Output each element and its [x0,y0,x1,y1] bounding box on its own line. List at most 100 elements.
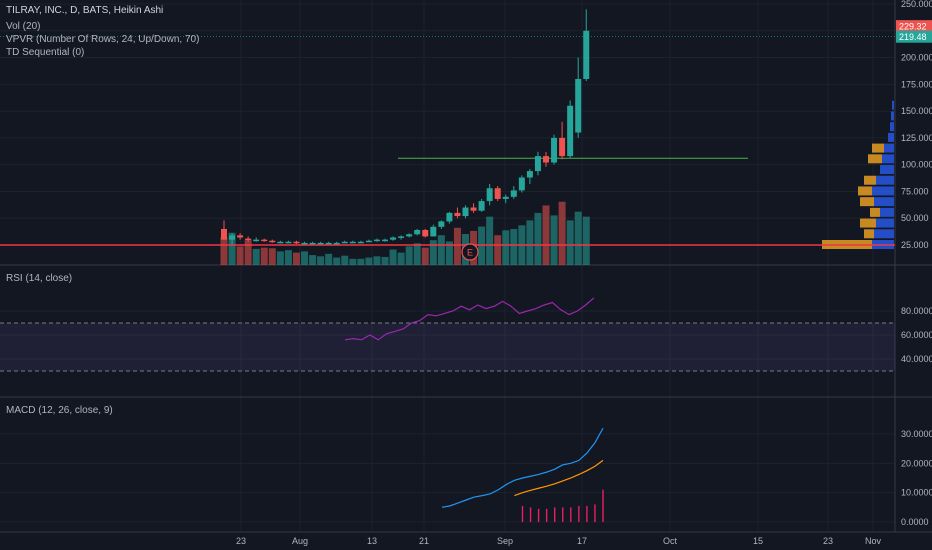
volume-profile-up [890,122,894,132]
price-badge-label: 229.32 [899,22,927,32]
rsi-legend: RSI (14, close) [6,273,72,284]
candle-body[interactable] [293,241,300,244]
macd-legend: MACD (12, 26, close, 9) [6,405,113,416]
candle-body[interactable] [390,237,397,240]
candle-body[interactable] [551,137,558,163]
earnings-marker[interactable] [461,243,479,261]
candle-body[interactable] [333,242,340,245]
macd-tick-label: 10.0000 [901,488,932,498]
candle-body[interactable] [486,188,493,202]
candle-body[interactable] [494,188,501,199]
volume-profile-up [891,111,894,121]
candle-body[interactable] [301,242,308,245]
candle-body[interactable] [470,207,477,211]
time-tick-label: 17 [577,536,587,546]
candle-body[interactable] [422,230,429,237]
time-tick-label: Oct [663,536,678,546]
volume-bar [494,235,502,265]
rsi-tick-label: 80.0000 [901,306,932,316]
volume-profile-up [888,132,894,142]
time-tick-label: Nov [865,536,882,546]
volume-bar [542,205,550,265]
volume-bar [365,257,373,265]
candle-body[interactable] [583,30,590,79]
candle-body[interactable] [245,238,252,241]
candle-body[interactable] [229,235,236,240]
candle-body[interactable] [462,207,469,217]
time-tick-label: 13 [367,536,377,546]
candle-body[interactable] [277,241,284,244]
candle-body[interactable] [438,221,445,227]
signal-line[interactable] [514,459,604,497]
candle-body[interactable] [575,78,582,133]
time-tick-label: Aug [292,536,308,546]
candle-body[interactable] [325,242,332,245]
volume-bar [236,246,244,265]
volume-profile-up [880,207,894,217]
time-tick-label: 15 [753,536,763,546]
candle-body[interactable] [502,196,509,199]
volume-bar [268,248,276,265]
volume-profile-up [892,100,894,110]
candle-body[interactable] [406,234,413,237]
candle-body[interactable] [261,239,268,242]
price-tick-label: 175.000 [901,79,932,89]
candle-body[interactable] [221,228,227,240]
chart-title: TILRAY, INC., D, BATS, Heikin Ashi [6,5,163,16]
volume-profile-down [860,197,874,207]
volume-bar [220,237,228,265]
volume-profile-up [882,154,894,164]
volume-bar [582,216,590,265]
candle-body[interactable] [510,190,517,197]
volume-bar [284,250,292,265]
candle-body[interactable] [253,239,260,242]
macd-tick-label: 20.0000 [901,458,932,468]
time-tick-label: 21 [419,536,429,546]
candle-body[interactable] [518,177,525,191]
volume-bar [317,256,325,265]
candle-body[interactable] [454,212,461,217]
volume-bar [534,212,542,265]
candle-body[interactable] [382,239,388,242]
candle-body[interactable] [446,212,453,222]
price-tick-label: 250.000 [901,0,932,9]
volume-bar [373,256,381,265]
volume-profile-up [876,218,894,228]
volume-bar [526,220,534,265]
volume-bar [292,252,300,265]
candle-body[interactable] [373,239,380,242]
candle-body[interactable] [534,156,541,172]
volume-profile-up [880,165,894,175]
volume-profile-down [860,218,876,228]
price-badge [896,30,932,43]
candle-body[interactable] [269,240,276,243]
rsi-band-fill [0,323,895,371]
time-tick-label: Sep [497,536,513,546]
candle-body[interactable] [357,241,364,244]
earnings-marker-label: E [467,248,473,258]
candle-body[interactable] [365,240,372,243]
candle-body[interactable] [526,171,533,178]
volume-profile-down [864,175,876,185]
volume-bar [421,247,429,265]
candle-body[interactable] [341,241,348,244]
candle-body[interactable] [309,242,316,245]
candle-body[interactable] [285,241,292,244]
candle-body[interactable] [559,137,566,157]
candle-body[interactable] [398,236,405,238]
macd-tick-label: 30.0000 [901,429,932,439]
volume-profile-down [872,143,884,153]
candle-body[interactable] [567,105,574,157]
rsi-line[interactable] [344,297,595,341]
candle-body[interactable] [543,156,549,163]
candle-body[interactable] [317,242,324,245]
price-tick-label: 25.000 [901,240,929,250]
candle-body[interactable] [478,201,485,211]
indicator-legend: TD Sequential (0) [6,47,84,58]
candle-body[interactable] [349,241,356,244]
candle-body[interactable] [414,230,421,235]
macd-line[interactable] [441,427,604,508]
candle-body[interactable] [430,226,437,237]
candle-body[interactable] [237,235,244,238]
